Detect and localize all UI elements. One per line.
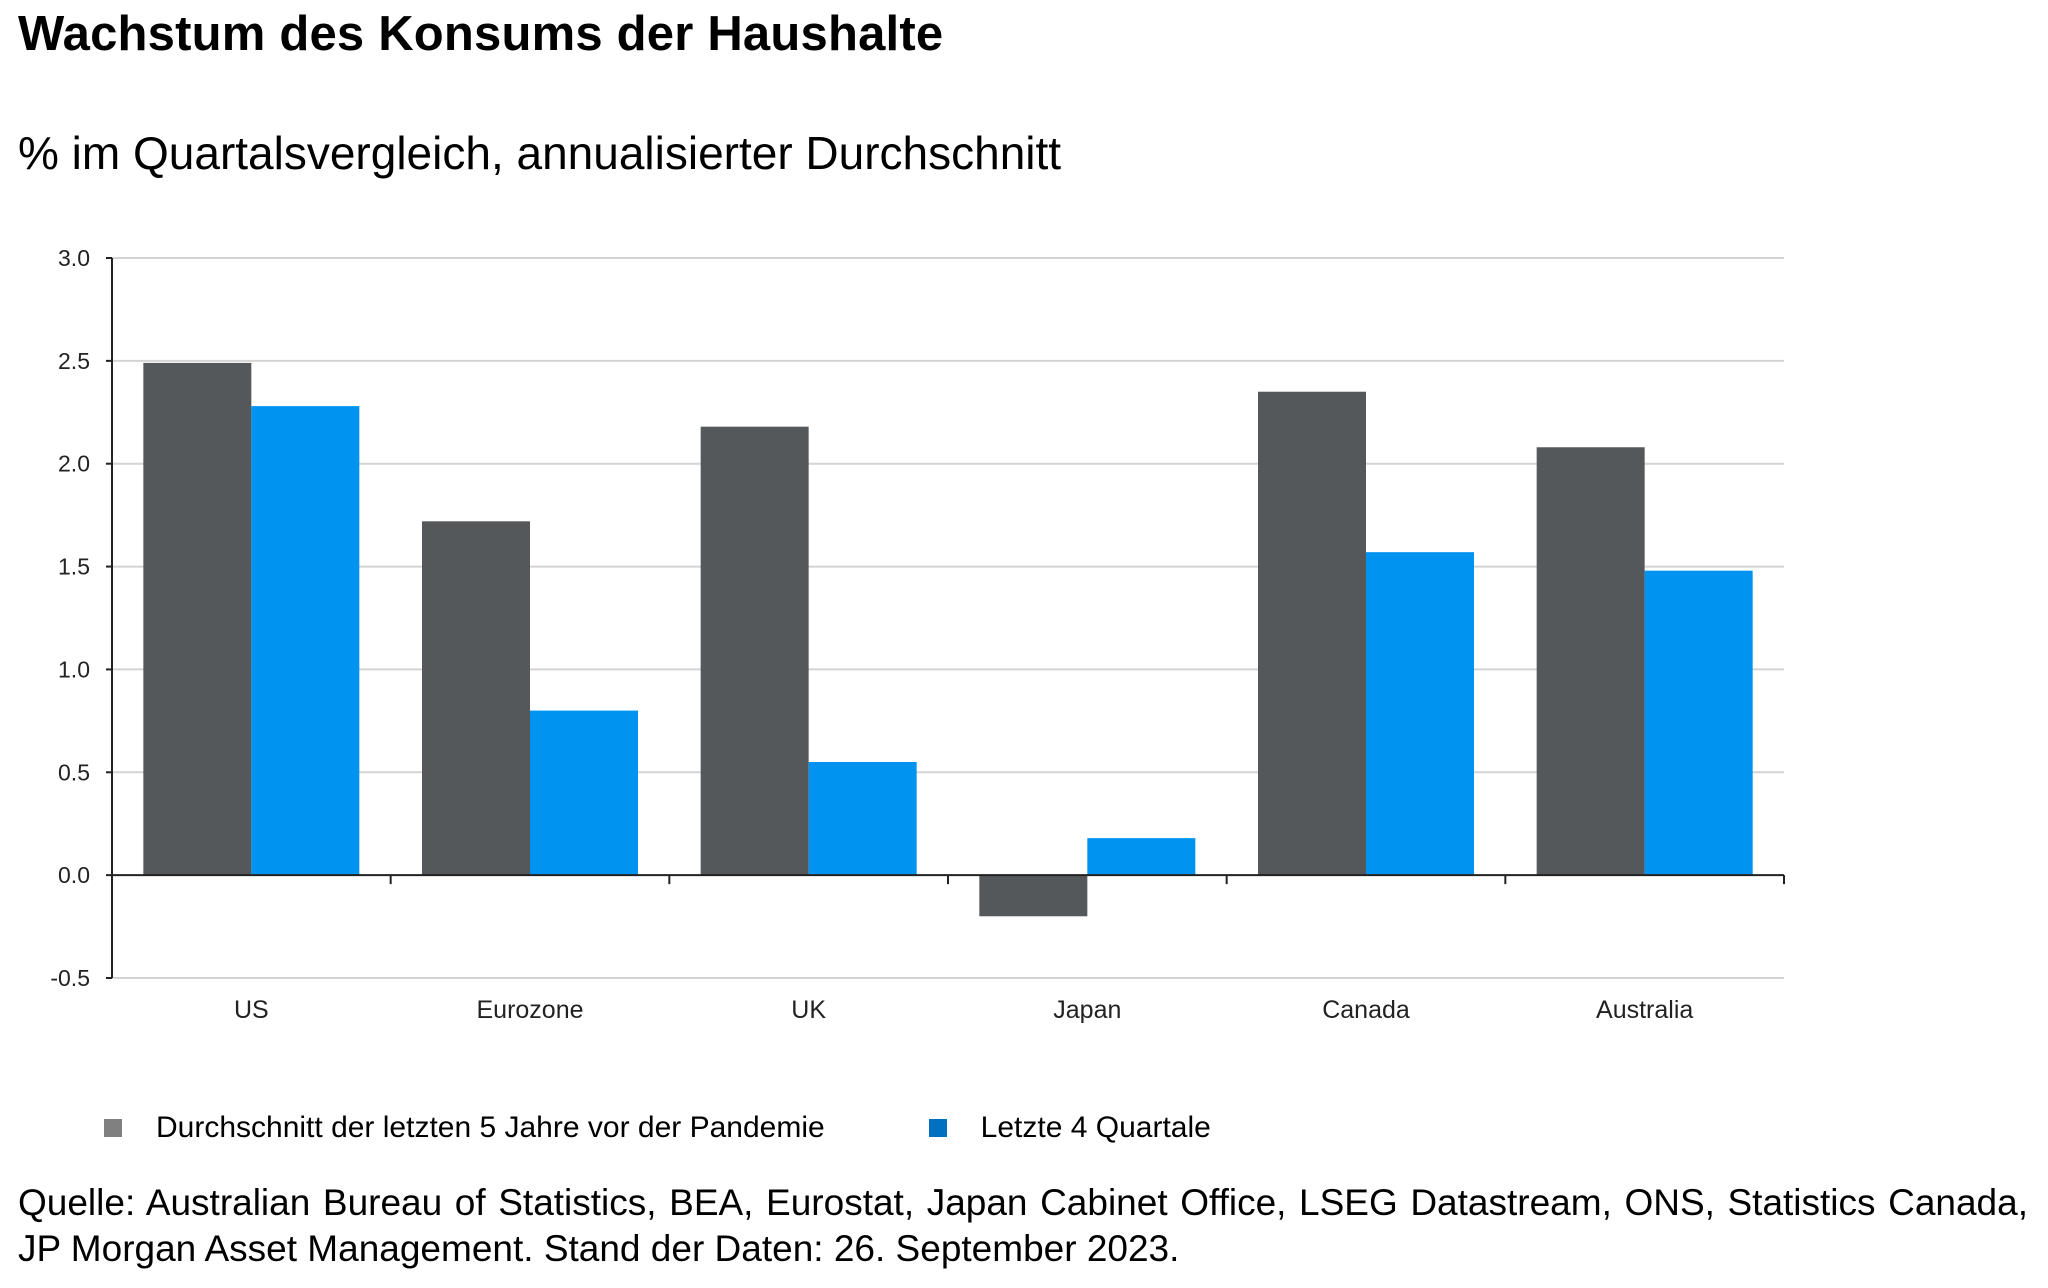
legend-swatch-gray: [104, 1119, 122, 1137]
gridlines: [112, 257, 1784, 979]
chart-title: Wachstum des Konsums der Haushalte: [18, 7, 944, 61]
bar-canada-series-2: [1366, 552, 1474, 876]
x-category-label: UK: [791, 996, 826, 1024]
y-tick-label: 0.0: [58, 862, 90, 888]
bar-canada-series-1: [1258, 391, 1366, 876]
y-tick-label: 1.0: [58, 656, 90, 682]
y-tick-label: -0.5: [50, 965, 90, 991]
bars: [143, 362, 1753, 917]
bar-eurozone-series-2: [530, 710, 638, 876]
bar-us-series-2: [251, 406, 360, 876]
bar-chart: 3.0 2.5 2.0 1.5 1.0 0.5 0.0 -0.5 US Eurozone UK Ja…: [50, 245, 1785, 1024]
y-tick-label: 0.5: [58, 759, 90, 785]
bar-eurozone-series-1: [422, 521, 530, 876]
legend: Durchschnitt der letzten 5 Jahre vor der…: [104, 1108, 1315, 1148]
x-category-label: Australia: [1596, 996, 1693, 1024]
bar-uk-series-1: [700, 426, 809, 876]
bar-australia-series-1: [1536, 447, 1645, 876]
y-tick-label: 2.0: [58, 451, 90, 477]
bar-uk-series-2: [808, 762, 917, 876]
bar-us-series-1: [143, 362, 252, 876]
y-tick-label: 1.5: [58, 554, 90, 580]
y-tick-label: 2.5: [58, 348, 90, 374]
x-axis-category-labels: US Eurozone UK Japan Canada Australia: [234, 996, 1693, 1024]
x-category-label: Eurozone: [476, 996, 583, 1024]
legend-item-last-4-quarters: Letzte 4 Quartale: [928, 1111, 1211, 1145]
bar-japan-series-1: [979, 875, 1088, 917]
bar-australia-series-2: [1644, 570, 1753, 876]
chart-subtitle: % im Quartalsvergleich, annualisierter D…: [18, 127, 1062, 179]
legend-swatch-blue: [928, 1119, 947, 1137]
legend-label-last-4-quarters: Letzte 4 Quartale: [980, 1111, 1211, 1144]
legend-item-pre-pandemic: Durchschnitt der letzten 5 Jahre vor der…: [104, 1111, 825, 1145]
x-category-label: Japan: [1053, 996, 1121, 1024]
source-note: Quelle: Australian Bureau of Statistics,…: [18, 1182, 2028, 1269]
y-tick-label: 3.0: [58, 245, 90, 271]
bar-japan-series-2: [1087, 838, 1196, 876]
y-axis-tick-labels: 3.0 2.5 2.0 1.5 1.0 0.5 0.0 -0.5: [50, 245, 90, 991]
legend-label-pre-pandemic: Durchschnitt der letzten 5 Jahre vor der…: [156, 1111, 825, 1144]
axes: [106, 257, 1785, 979]
x-category-label: US: [234, 996, 269, 1024]
x-category-label: Canada: [1322, 996, 1410, 1024]
